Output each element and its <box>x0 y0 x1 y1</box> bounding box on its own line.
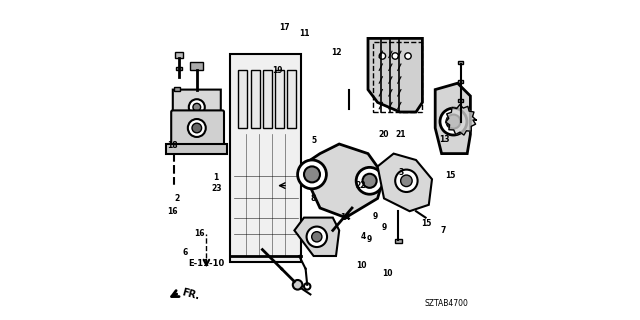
Text: 16: 16 <box>194 229 204 238</box>
Circle shape <box>292 280 303 290</box>
Text: SZTAB4700: SZTAB4700 <box>425 299 468 308</box>
Text: 19: 19 <box>273 66 283 75</box>
Text: 22: 22 <box>356 181 366 190</box>
Text: 10: 10 <box>356 261 367 270</box>
Circle shape <box>401 175 412 187</box>
Polygon shape <box>173 90 221 122</box>
Bar <box>458 61 463 64</box>
Text: 14: 14 <box>340 213 351 222</box>
Bar <box>275 70 284 128</box>
Bar <box>176 67 182 70</box>
Text: 12: 12 <box>331 48 341 57</box>
Text: 15: 15 <box>421 220 431 228</box>
Text: FR.: FR. <box>181 287 201 301</box>
Text: 2: 2 <box>174 194 179 203</box>
Polygon shape <box>435 83 470 154</box>
Text: 9: 9 <box>367 236 372 244</box>
Text: 4: 4 <box>360 232 366 241</box>
Text: 20: 20 <box>378 130 388 139</box>
Text: 15: 15 <box>445 171 456 180</box>
Text: 18: 18 <box>167 141 177 150</box>
Bar <box>458 99 463 102</box>
FancyBboxPatch shape <box>172 110 224 146</box>
Circle shape <box>307 227 327 247</box>
Circle shape <box>193 103 201 111</box>
Text: 9: 9 <box>372 212 378 220</box>
Circle shape <box>192 123 202 133</box>
Polygon shape <box>368 38 422 112</box>
Text: 5: 5 <box>311 136 316 145</box>
Text: 13: 13 <box>439 135 449 144</box>
Circle shape <box>356 167 383 194</box>
Text: 11: 11 <box>299 29 309 38</box>
Text: 9: 9 <box>381 223 387 232</box>
Text: 17: 17 <box>279 23 289 32</box>
Text: 23: 23 <box>212 184 222 193</box>
Polygon shape <box>166 144 227 154</box>
Bar <box>287 70 296 128</box>
Circle shape <box>189 99 205 115</box>
Bar <box>191 62 204 70</box>
Circle shape <box>188 119 206 137</box>
Bar <box>174 87 180 91</box>
Circle shape <box>312 232 322 242</box>
Circle shape <box>304 166 320 182</box>
Polygon shape <box>301 144 384 218</box>
Text: 16: 16 <box>167 207 177 216</box>
Bar <box>251 70 260 128</box>
Circle shape <box>392 53 398 59</box>
Polygon shape <box>378 154 432 211</box>
Text: 8: 8 <box>310 194 316 203</box>
Bar <box>458 80 463 83</box>
Bar <box>372 42 422 112</box>
Polygon shape <box>294 218 339 256</box>
Bar <box>263 70 272 128</box>
Text: 21: 21 <box>396 130 406 139</box>
Circle shape <box>379 53 385 59</box>
Bar <box>239 70 248 128</box>
Circle shape <box>298 160 326 189</box>
Circle shape <box>362 174 377 188</box>
Text: E-11-10: E-11-10 <box>188 260 225 268</box>
Circle shape <box>396 170 417 192</box>
Text: 3: 3 <box>399 168 404 177</box>
FancyBboxPatch shape <box>230 54 301 262</box>
Circle shape <box>447 115 461 129</box>
Circle shape <box>304 283 310 290</box>
Text: 6: 6 <box>182 248 188 257</box>
Text: 1: 1 <box>213 173 219 182</box>
Text: 7: 7 <box>440 226 446 235</box>
Circle shape <box>440 108 467 135</box>
Circle shape <box>405 53 412 59</box>
Polygon shape <box>445 105 476 135</box>
Bar <box>396 239 402 243</box>
Text: 10: 10 <box>383 269 393 278</box>
Bar <box>175 52 183 58</box>
